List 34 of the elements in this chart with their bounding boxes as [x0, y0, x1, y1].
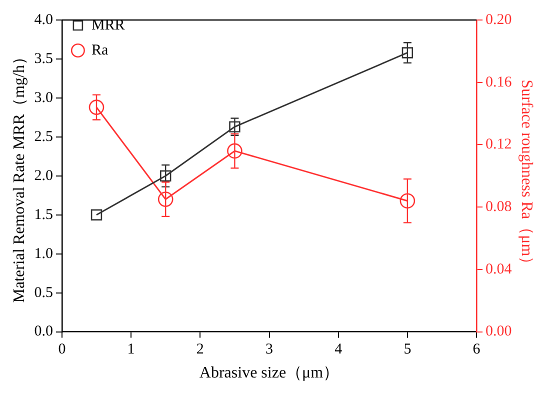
- y-tick-label: 3.5: [34, 50, 53, 67]
- x-tick-label: 4: [334, 342, 343, 358]
- y-tick-label: 0.0: [34, 324, 53, 340]
- y-tick-label: 1.0: [34, 246, 53, 262]
- y-tick-label: 0.5: [34, 284, 53, 301]
- point: [227, 143, 242, 159]
- x-tick-label: 2: [196, 342, 204, 358]
- point: [158, 192, 174, 207]
- y2-tick-label: 0.16: [486, 74, 512, 90]
- y2-axis-title: Surface roughness Ra（μm）: [518, 80, 536, 272]
- y-tick-label: 2.0: [34, 168, 53, 184]
- y-tick-label: 4.0: [34, 12, 53, 28]
- point: [402, 47, 414, 58]
- x-tick-label: 0: [58, 342, 66, 358]
- legend-label: Ra: [91, 42, 108, 58]
- point: [160, 170, 172, 182]
- y2-tick-label: 0.04: [486, 261, 512, 278]
- x-axis-title: Abrasive size（μm）: [199, 364, 340, 382]
- x-tick-label: 3: [266, 342, 273, 358]
- y-tick-label: 1.5: [34, 206, 53, 223]
- y2-tick-label: 0.08: [486, 199, 512, 216]
- point: [90, 209, 102, 220]
- y2-tick-label: 0.20: [486, 12, 512, 28]
- y-axis-title: Material Removal Rate MRR（mg/h）: [10, 49, 28, 303]
- x-tick-label: 5: [404, 342, 412, 358]
- point: [229, 121, 240, 132]
- point: [400, 193, 416, 208]
- y2-tick-label: 0.00: [486, 324, 512, 340]
- point: [88, 100, 104, 115]
- x-tick-label: 1: [127, 342, 135, 358]
- y-tick-label: 2.5: [34, 128, 53, 145]
- y2-tick-label: 0.12: [486, 136, 512, 153]
- y-tick-label: 3.0: [34, 90, 53, 106]
- x-tick-label: 6: [472, 342, 481, 358]
